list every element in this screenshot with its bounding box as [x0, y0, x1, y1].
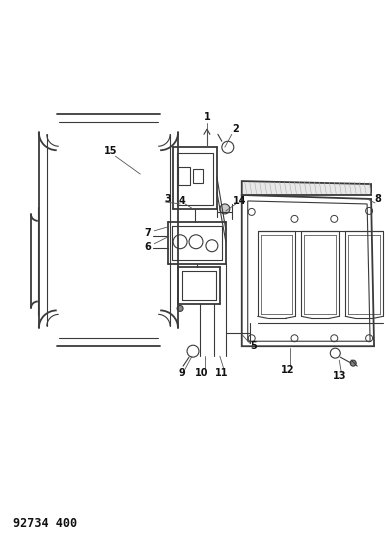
Text: 13: 13	[333, 371, 346, 381]
Circle shape	[177, 305, 183, 311]
Bar	[193, 169, 203, 183]
Text: 9: 9	[179, 368, 186, 378]
Text: 15: 15	[104, 146, 117, 156]
Text: 1: 1	[203, 112, 210, 123]
Text: 3: 3	[165, 194, 172, 204]
Polygon shape	[242, 181, 371, 195]
Text: 8: 8	[375, 194, 382, 204]
Text: 7: 7	[145, 228, 152, 238]
Text: 4: 4	[179, 196, 186, 206]
Circle shape	[350, 360, 356, 366]
Text: 6: 6	[145, 242, 152, 252]
Text: 14: 14	[233, 196, 247, 206]
Text: 11: 11	[215, 368, 229, 378]
Text: 10: 10	[195, 368, 209, 378]
Text: 92734 400: 92734 400	[12, 517, 77, 530]
Bar	[178, 167, 190, 185]
Text: 5: 5	[250, 341, 257, 351]
Text: 2: 2	[232, 124, 239, 134]
Circle shape	[220, 204, 230, 214]
Text: 12: 12	[281, 365, 294, 375]
